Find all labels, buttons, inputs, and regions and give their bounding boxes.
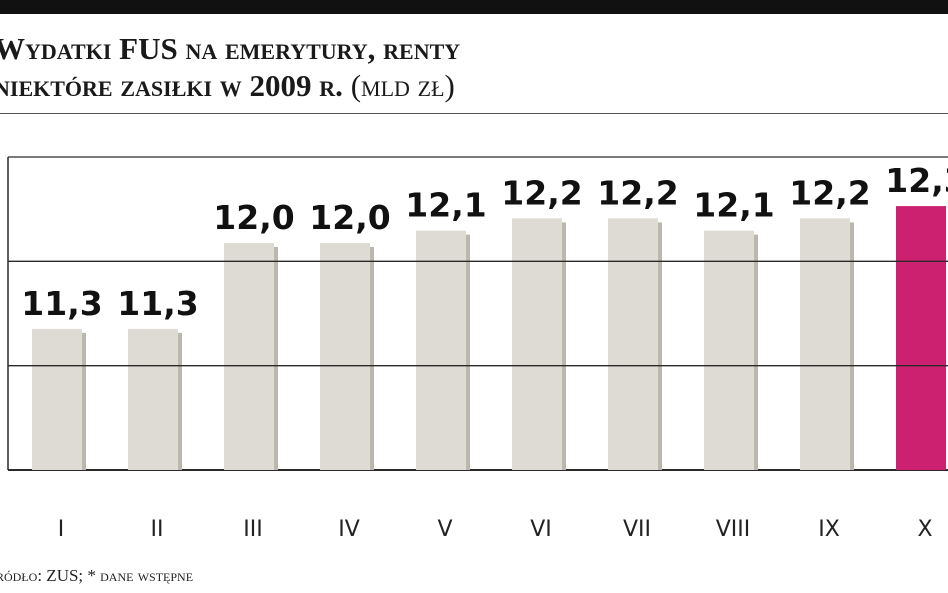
x-tick-label: IV (338, 517, 360, 542)
bar (32, 328, 82, 470)
data-label: 12,0 (213, 198, 294, 237)
x-tick-label: VIII (716, 517, 751, 542)
bar-highlight (896, 206, 946, 471)
bar (704, 230, 754, 470)
data-label: 12,3 (885, 161, 948, 200)
x-tick-label: I (58, 517, 65, 542)
x-tick-label: IX (818, 517, 840, 542)
bar (608, 218, 658, 470)
data-label: 12,2 (597, 173, 678, 212)
source-note: ródło: ZUS; * dane wstępne (0, 566, 194, 585)
top-bar (0, 0, 948, 14)
data-label: 11,3 (21, 284, 102, 323)
title-line-2: niektóre zasiłki w 2009 r. (0, 68, 343, 103)
bar (224, 242, 274, 470)
bar (800, 218, 850, 470)
data-label: 11,3 (117, 284, 198, 323)
x-tick-label: III (243, 517, 262, 542)
x-tick-label: X (917, 517, 932, 542)
x-tick-label: II (151, 517, 164, 542)
x-tick-label: VI (530, 517, 552, 542)
data-label: 12,0 (309, 198, 390, 237)
data-label: 12,1 (405, 186, 486, 225)
bar (320, 242, 370, 470)
x-tick-label: V (437, 517, 452, 542)
bar (416, 230, 466, 470)
data-label: 12,2 (789, 173, 870, 212)
data-label: 12,2 (501, 173, 582, 212)
x-tick-label: VII (623, 517, 651, 542)
chart-title: Wydatki FUS na emerytury, renty niektóre… (0, 30, 460, 104)
bar (128, 328, 178, 470)
header-divider (0, 113, 948, 114)
data-label: 12,1 (693, 186, 774, 225)
title-line-1: Wydatki FUS na emerytury, renty (0, 31, 461, 66)
title-unit: (mld zł) (350, 68, 455, 103)
bar (512, 218, 562, 470)
